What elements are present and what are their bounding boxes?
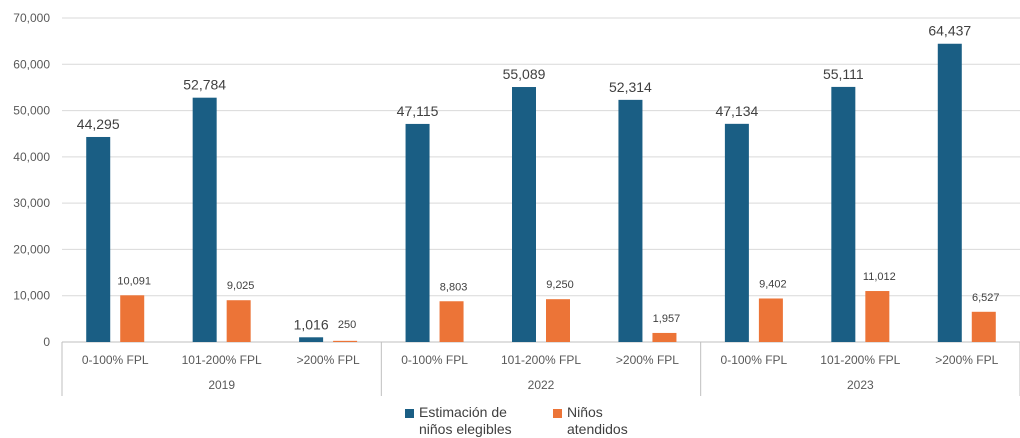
y-tick-label: 0 (43, 335, 50, 349)
bar-eligible (937, 43, 962, 342)
x-category-label: 0-100% FPL (82, 353, 149, 367)
y-tick-label: 10,000 (13, 289, 50, 303)
x-category-label: >200% FPL (935, 353, 998, 367)
x-group-label: 2019 (208, 378, 235, 392)
data-label-eligible: 1,016 (294, 316, 329, 332)
legend-swatch-eligible (405, 409, 414, 418)
x-group-label: 2023 (847, 378, 874, 392)
bar-eligible (512, 87, 536, 342)
bar-eligible (724, 123, 749, 342)
legend-swatch-served (553, 409, 562, 418)
bar-served (758, 298, 783, 342)
y-tick-label: 20,000 (13, 242, 50, 256)
bar-eligible (299, 337, 324, 342)
data-label-eligible: 52,314 (609, 79, 652, 95)
legend-label-eligible: Estimación de niños elegibles (419, 404, 512, 437)
legend-label-served: Niños atendidos (567, 404, 628, 437)
legend-item-eligible: Estimación de niños elegibles (405, 404, 519, 438)
bar-served (546, 299, 570, 342)
data-label-eligible: 52,784 (183, 77, 226, 93)
data-label-served: 10,091 (117, 275, 151, 287)
x-category-label: 101-200% FPL (501, 353, 581, 367)
data-label-served: 11,012 (863, 271, 896, 283)
bar-served (865, 291, 890, 342)
x-category-label: >200% FPL (616, 353, 679, 367)
y-tick-label: 40,000 (13, 150, 50, 164)
data-label-eligible: 64,437 (928, 23, 971, 39)
chart-legend: Estimación de niños elegibles Niños aten… (405, 404, 725, 438)
data-label-eligible: 44,295 (77, 116, 120, 132)
y-tick-label: 30,000 (13, 196, 50, 210)
bar-served (120, 295, 145, 342)
data-label-eligible: 47,134 (715, 103, 758, 119)
data-label-served: 6,527 (972, 292, 1000, 304)
bar-eligible (618, 99, 643, 342)
x-category-label: 101-200% FPL (182, 353, 262, 367)
bar-eligible (831, 86, 856, 343)
data-label-eligible: 47,115 (397, 103, 439, 119)
data-label-served: 9,250 (546, 279, 574, 291)
x-category-label: 101-200% FPL (820, 353, 900, 367)
data-label-served: 8,803 (440, 281, 468, 293)
data-label-served: 250 (338, 319, 356, 331)
bar-served (439, 301, 464, 342)
data-label-served: 1,957 (653, 313, 681, 325)
bar-eligible (86, 136, 111, 342)
bar-served (971, 311, 996, 342)
y-tick-label: 70,000 (13, 11, 50, 25)
bar-served (333, 340, 358, 342)
data-label-eligible: 55,111 (823, 66, 864, 82)
legend-item-served: Niños atendidos (553, 404, 667, 438)
data-label-eligible: 55,089 (503, 66, 546, 82)
x-category-label: 0-100% FPL (401, 353, 468, 367)
data-label-served: 9,025 (227, 280, 255, 292)
bar-served (652, 332, 677, 342)
x-group-label: 2022 (528, 378, 555, 392)
data-label-served: 9,402 (759, 278, 787, 290)
x-category-label: >200% FPL (297, 353, 360, 367)
bar-eligible (192, 97, 217, 342)
bar-served (226, 300, 251, 342)
y-tick-label: 50,000 (13, 104, 50, 118)
x-category-label: 0-100% FPL (721, 353, 788, 367)
bar-eligible (405, 123, 430, 342)
y-tick-label: 60,000 (13, 57, 50, 71)
